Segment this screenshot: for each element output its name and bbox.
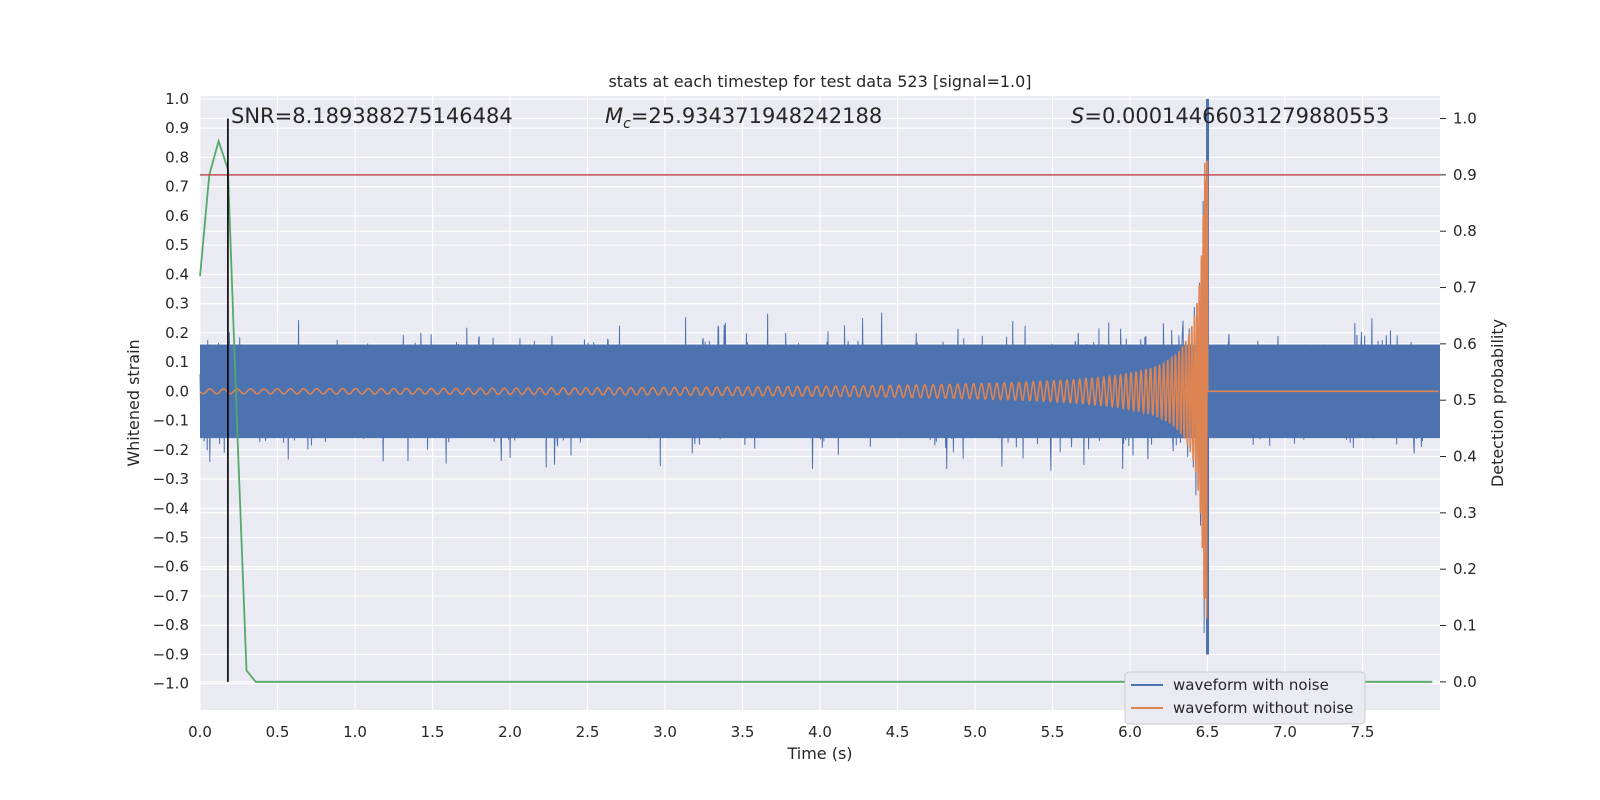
x-tick-label: 5.5 bbox=[1041, 723, 1065, 741]
chart-title: stats at each timestep for test data 523… bbox=[608, 72, 1031, 91]
series-detection-probability bbox=[199, 137, 1433, 683]
y2-tick-label: 0.2 bbox=[1453, 560, 1477, 578]
waveform-without-noise-line bbox=[199, 160, 1439, 619]
y-tick-label: 0.1 bbox=[165, 353, 189, 371]
x-tick-label: 1.5 bbox=[421, 723, 445, 741]
x-tick-label: 4.0 bbox=[808, 723, 832, 741]
x-tick-label: 7.0 bbox=[1273, 723, 1297, 741]
y-tick-label: −1.0 bbox=[153, 675, 189, 693]
s-statistic-annotation: S=0.00014466031279880553 bbox=[1071, 104, 1389, 128]
legend-label-noisy: waveform with noise bbox=[1173, 676, 1329, 694]
y2-tick-label: 0.8 bbox=[1453, 222, 1477, 240]
y2-tick-label: 1.0 bbox=[1453, 110, 1477, 128]
y-tick-label: −0.9 bbox=[153, 645, 189, 663]
y-tick-label: −0.6 bbox=[153, 558, 189, 576]
x-tick-label: 4.5 bbox=[886, 723, 910, 741]
y2-tick-label: 0.0 bbox=[1453, 673, 1477, 691]
x-axis-label: Time (s) bbox=[786, 744, 852, 763]
x-tick-label: 6.0 bbox=[1118, 723, 1142, 741]
y2-axis-label: Detection probability bbox=[1488, 319, 1507, 487]
y2-tick-label: 0.7 bbox=[1453, 279, 1477, 297]
x-tick-label: 5.0 bbox=[963, 723, 987, 741]
snr-annotation: SNR=8.189388275146484 bbox=[231, 104, 513, 128]
chirp-mass-annotation: Mc=25.934371948242188 bbox=[605, 104, 882, 132]
detection-probability-line bbox=[199, 137, 1433, 683]
y2-tick-label: 0.4 bbox=[1453, 448, 1477, 466]
y-tick-label: −0.3 bbox=[153, 470, 189, 488]
y-tick-label: 0.0 bbox=[165, 382, 189, 400]
y-tick-label: 1.0 bbox=[165, 90, 189, 108]
y-tick-label: −0.4 bbox=[153, 499, 189, 517]
y-tick-label: 0.4 bbox=[165, 265, 189, 283]
y-tick-label: 0.9 bbox=[165, 119, 189, 137]
y-tick-label: 0.6 bbox=[165, 207, 189, 225]
y2-tick-label: 0.9 bbox=[1453, 166, 1477, 184]
x-tick-label: 2.5 bbox=[576, 723, 600, 741]
legend-box bbox=[1124, 671, 1366, 725]
x-tick-label: 3.0 bbox=[653, 723, 677, 741]
y2-tick-label: 0.1 bbox=[1453, 617, 1477, 635]
x-tick-label: 0.5 bbox=[266, 723, 290, 741]
y-axis-ticks: 1.0 0.9 0.8 0.7 0.6 0.5 0.4 0.3 0.2 0.1 0.0 −0.1 −0.… bbox=[153, 90, 189, 693]
legend: waveform with noise waveform without noi… bbox=[1124, 671, 1366, 725]
y-tick-label: −0.5 bbox=[153, 528, 189, 546]
x-tick-label: 6.5 bbox=[1196, 723, 1220, 741]
x-tick-label: 3.5 bbox=[731, 723, 755, 741]
y-tick-label: 0.8 bbox=[165, 148, 189, 166]
y2-tick-label: 0.6 bbox=[1453, 335, 1477, 353]
x-tick-label: 7.5 bbox=[1351, 723, 1375, 741]
y-tick-label: 0.2 bbox=[165, 324, 189, 342]
x-axis-ticks: 0.0 0.5 1.0 1.5 2.0 2.5 3.0 3.5 4.0 4.5 5.0 5.5 6.0 6… bbox=[188, 723, 1374, 741]
y-tick-label: 0.7 bbox=[165, 178, 189, 196]
legend-label-clean: waveform without noise bbox=[1173, 699, 1353, 717]
y-tick-label: −0.2 bbox=[153, 441, 189, 459]
y-axis-label: Whitened strain bbox=[124, 339, 143, 466]
series-waveform-without-noise bbox=[199, 160, 1439, 619]
y-tick-label: 0.3 bbox=[165, 295, 189, 313]
x-tick-label: 0.0 bbox=[188, 723, 212, 741]
y-tick-label: −0.8 bbox=[153, 616, 189, 634]
y2-axis-ticks: 1.0 0.9 0.8 0.7 0.6 0.5 0.4 0.3 0.2 0.1 0.0 bbox=[1440, 110, 1477, 691]
y2-tick-label: 0.5 bbox=[1453, 391, 1477, 409]
y-tick-label: −0.7 bbox=[153, 587, 189, 605]
y-tick-label: 0.5 bbox=[165, 236, 189, 254]
x-tick-label: 2.0 bbox=[498, 723, 522, 741]
y2-tick-label: 0.3 bbox=[1453, 504, 1477, 522]
x-tick-label: 1.0 bbox=[343, 723, 367, 741]
y-tick-label: −0.1 bbox=[153, 412, 189, 430]
